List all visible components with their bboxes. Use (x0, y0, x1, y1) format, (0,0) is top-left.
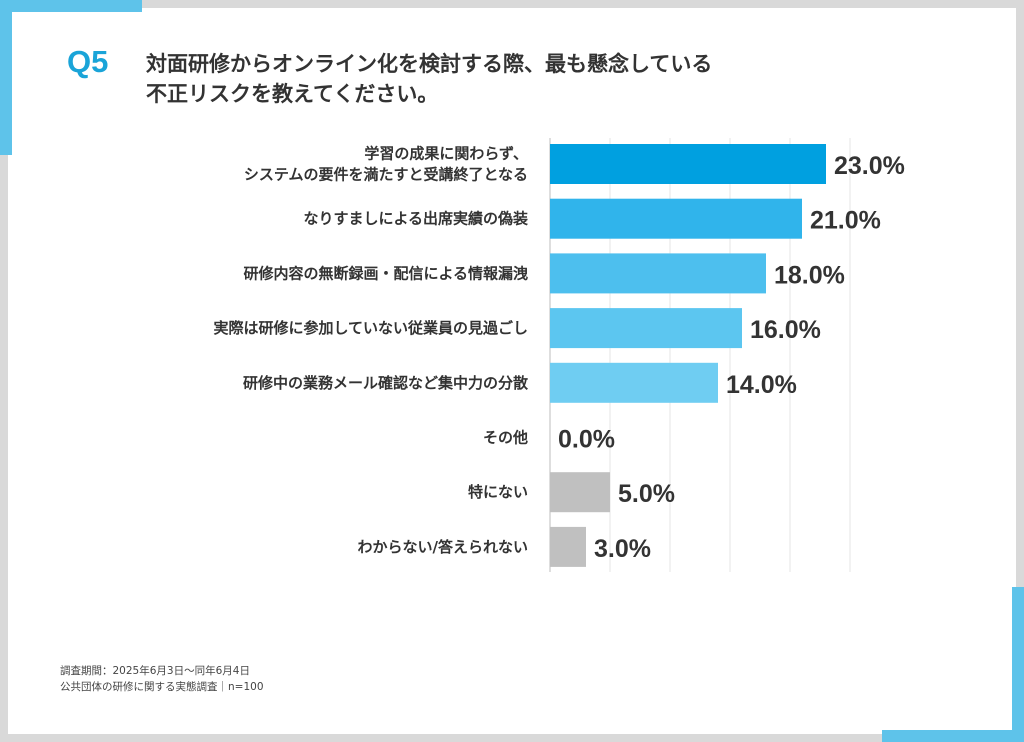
category-label: わからない/答えられない (358, 538, 528, 556)
category-label: 研修中の業務メール確認など集中力の分散 (243, 374, 529, 392)
accent-bar-left (0, 0, 12, 155)
bar (550, 526, 586, 567)
value-label: 21.0% (810, 207, 881, 235)
accent-bar-top-left (0, 0, 142, 12)
value-label: 14.0% (726, 371, 797, 399)
footnote-period: 調査期間：2025年6月3日～同年6月4日 (60, 665, 250, 677)
bar (550, 472, 610, 513)
category-label: なりすましによる出席実績の偽装 (303, 210, 529, 228)
accent-bar-bottom-right (882, 730, 1024, 742)
value-label: 18.0% (774, 261, 845, 289)
value-label: 0.0% (558, 426, 615, 454)
question-title-line2: 不正リスクを教えてください。 (146, 82, 439, 106)
accent-bar-right (1012, 587, 1024, 742)
footnote: 調査期間：2025年6月3日～同年6月4日 公共団体の研修に関する実態調査｜n=… (60, 663, 264, 695)
bar (550, 362, 718, 403)
question-title-line1: 対面研修からオンライン化を検討する際、最も懸念している (146, 52, 713, 76)
category-label: システムの要件を満たすと受講終了となる (244, 166, 528, 184)
footnote-survey: 公共団体の研修に関する実態調査｜n=100 (60, 681, 264, 693)
category-label: 特にない (468, 483, 528, 501)
category-label: 実際は研修に参加していない従業員の見過ごし (213, 319, 528, 337)
card-background (8, 8, 1016, 734)
bar (550, 253, 766, 294)
question-number: Q5 (67, 44, 109, 79)
value-label: 23.0% (834, 152, 905, 180)
bar (550, 198, 802, 239)
category-label: その他 (483, 429, 528, 447)
value-label: 16.0% (750, 316, 821, 344)
bar (550, 308, 742, 349)
category-label: 学習の成果に関わらず、 (364, 145, 528, 163)
category-label: 研修内容の無断録画・配信による情報漏洩 (243, 264, 528, 282)
bar (550, 144, 826, 184)
question-title: 対面研修からオンライン化を検討する際、最も懸念している 不正リスクを教えてくださ… (146, 49, 846, 109)
value-label: 3.0% (594, 535, 651, 563)
value-label: 5.0% (618, 480, 675, 508)
